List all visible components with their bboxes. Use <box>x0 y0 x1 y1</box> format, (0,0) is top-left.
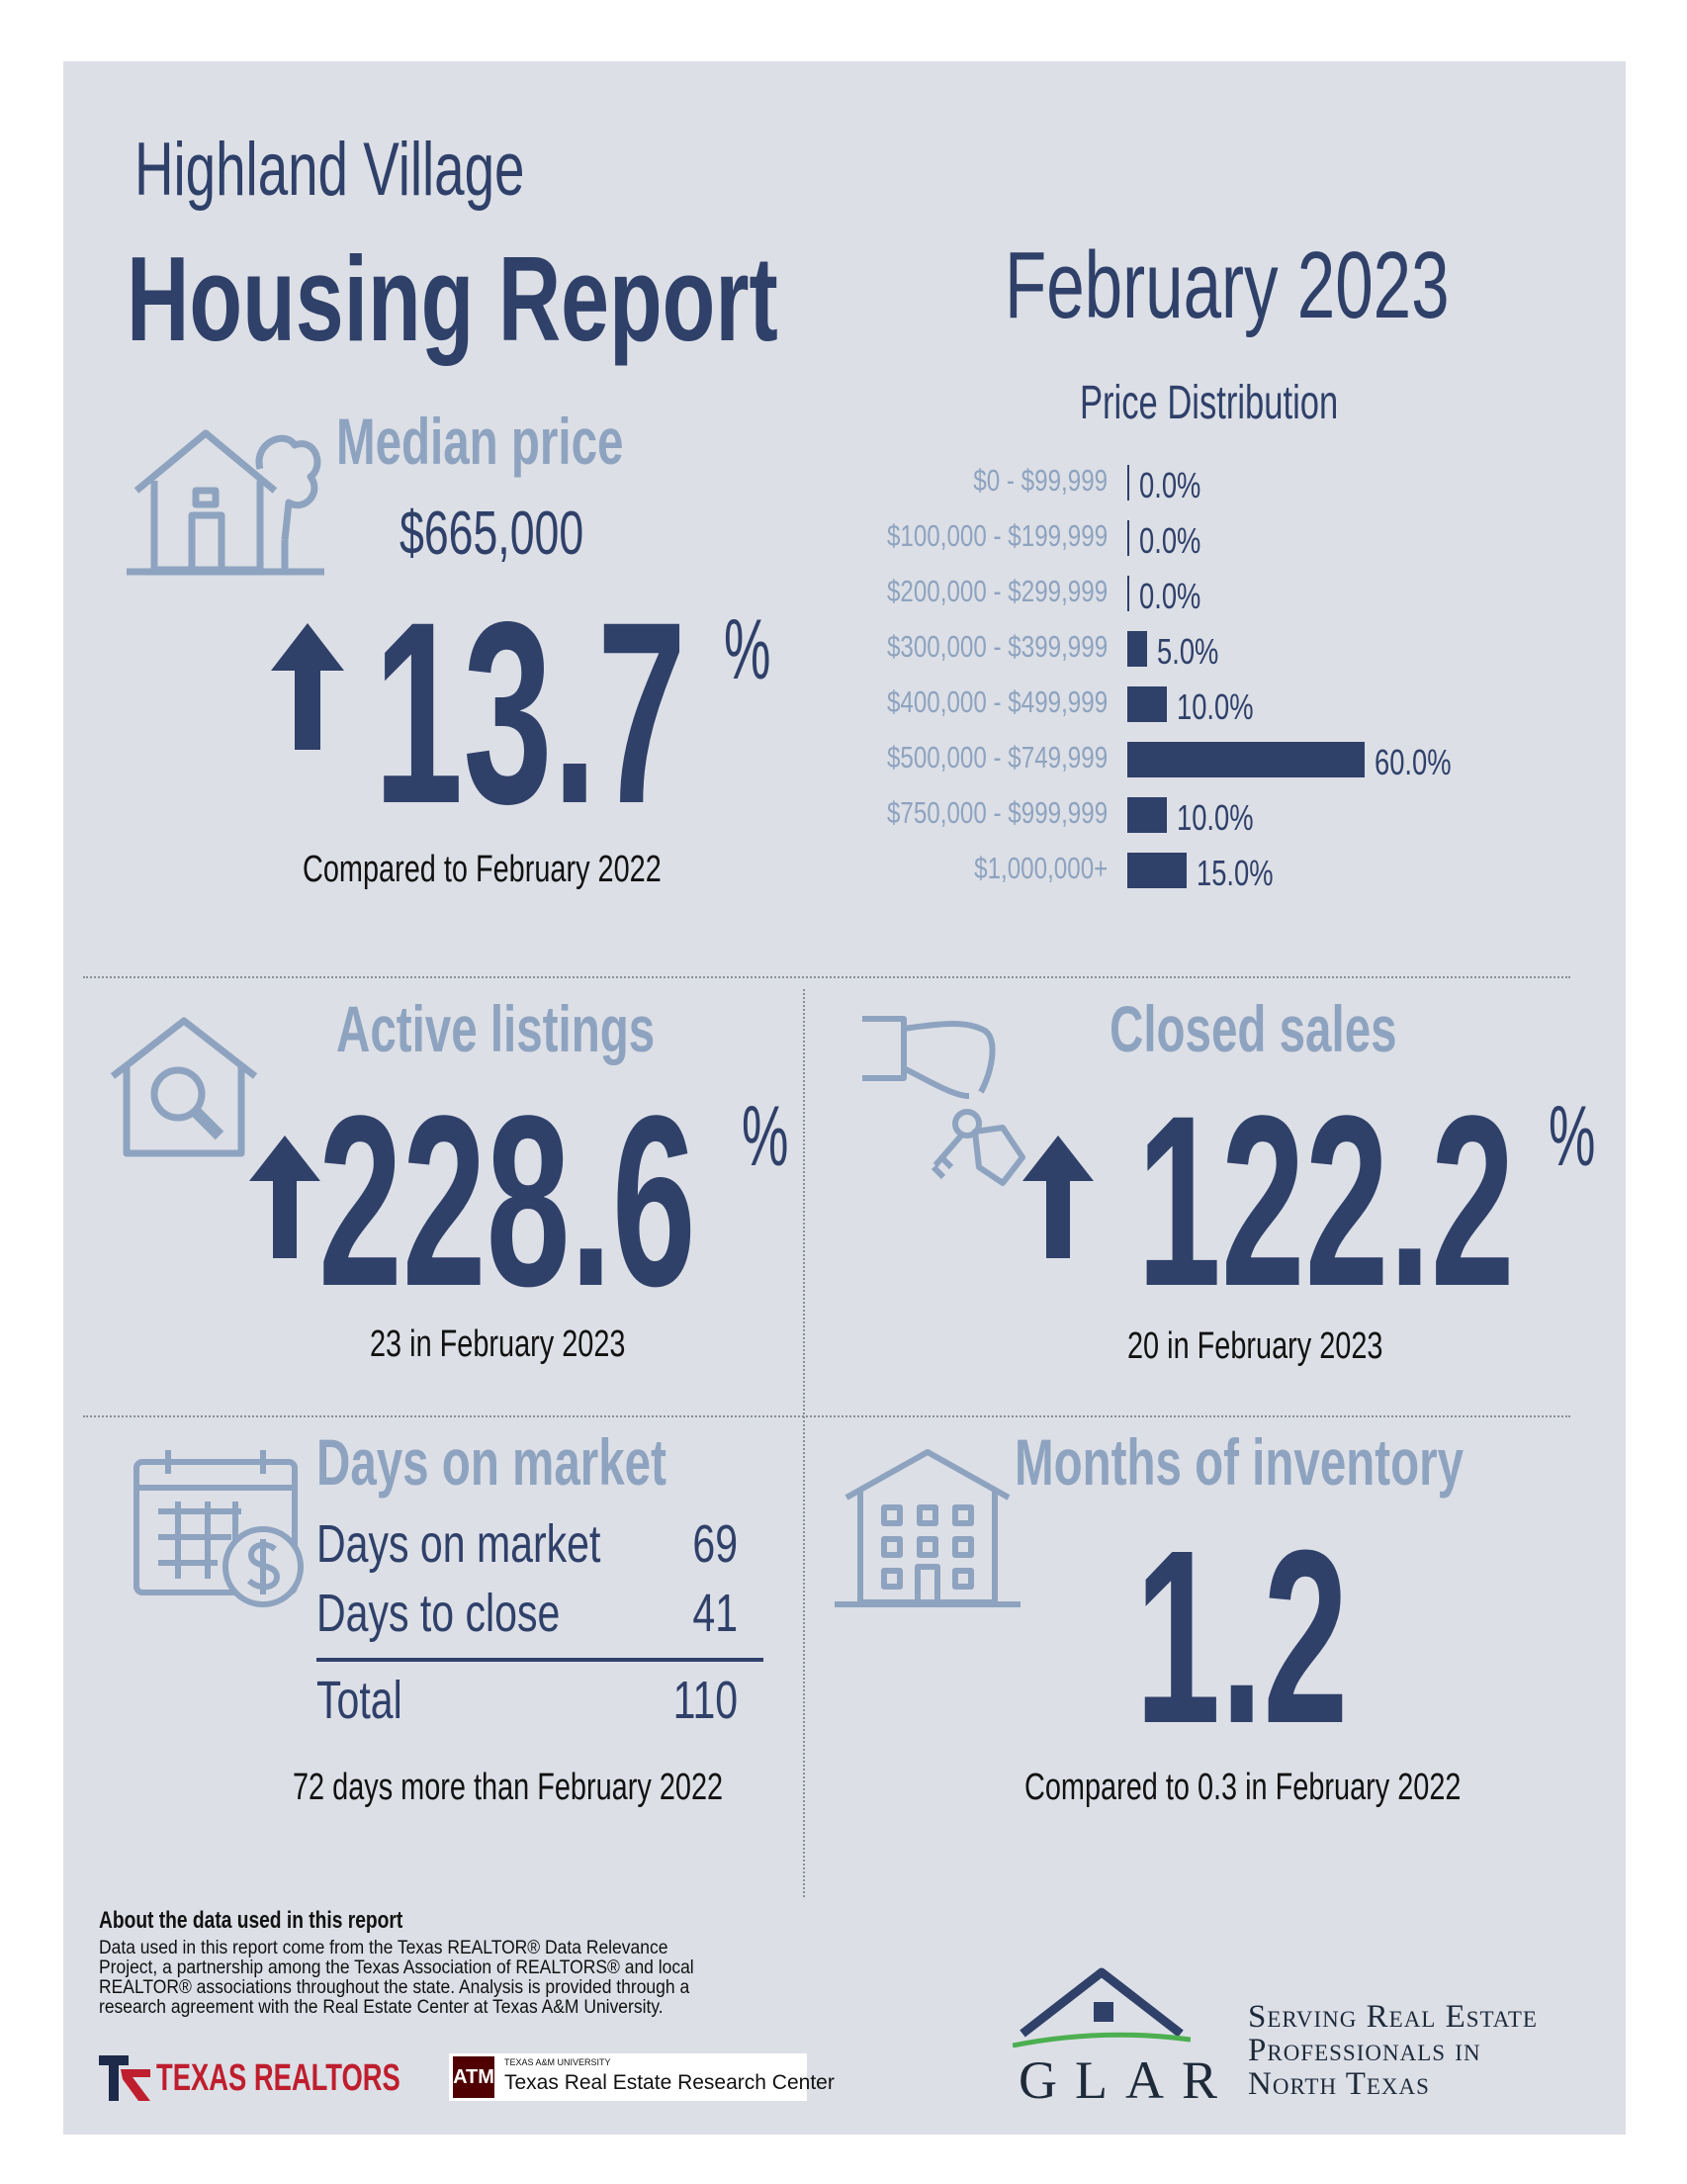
glar-tagline-line: Professionals in <box>1248 2033 1481 2068</box>
up-arrow-icon <box>249 1136 320 1258</box>
glar-logo-text: GLAR <box>1019 2050 1235 2110</box>
divider-vertical <box>803 989 805 1897</box>
tamu-mark-icon: ATM <box>453 2056 494 2098</box>
active-listings-heading: Active listings <box>336 992 656 1065</box>
price-bucket-label: $200,000 - $299,999 <box>886 574 1108 608</box>
glar-house-icon <box>1013 1967 1191 2048</box>
house-tree-icon <box>127 429 324 576</box>
closed-sales-detail: 20 in February 2023 <box>1127 1325 1383 1367</box>
days-on-market-heading: Days on market <box>316 1425 666 1499</box>
price-bucket-bar <box>1127 686 1167 722</box>
glar-tagline-line: North Texas <box>1248 2066 1430 2102</box>
price-bucket-label: $750,000 - $999,999 <box>886 795 1108 830</box>
price-bucket-label: $300,000 - $399,999 <box>886 629 1108 664</box>
total-rule <box>316 1658 763 1662</box>
price-bucket-value: 5.0% <box>1157 631 1219 672</box>
price-bucket-value: 0.0% <box>1139 520 1201 561</box>
median-price-value: $665,000 <box>400 500 584 568</box>
about-heading: About the data used in this report <box>99 1907 403 1934</box>
city-name: Highland Village <box>134 128 525 212</box>
price-bucket-bar <box>1127 465 1129 500</box>
report-title: Housing Report <box>127 231 778 366</box>
price-bucket-label: $100,000 - $199,999 <box>886 518 1108 553</box>
median-price-comparison: Compared to February 2022 <box>303 849 662 890</box>
price-distribution-title: Price Distribution <box>1080 377 1339 429</box>
months-inventory-value: 1.2 <box>1135 1499 1349 1774</box>
active-listings-change: 228.6 <box>318 1065 696 1337</box>
active-listings-pct: % <box>742 1089 789 1184</box>
about-text: Data used in this report come from the T… <box>99 1938 694 2018</box>
price-bucket-label: $1,000,000+ <box>973 851 1108 885</box>
price-bucket-value: 0.0% <box>1139 465 1201 505</box>
divider-middle <box>83 1415 1570 1417</box>
texas-realtors-logo: TEXAS REALTORS <box>99 2053 495 2103</box>
days-to-close-value: 41 <box>692 1584 738 1643</box>
price-bucket-label: $400,000 - $499,999 <box>886 684 1108 719</box>
building-icon <box>835 1449 1021 1607</box>
texas-realtors-mark-icon <box>99 2055 150 2101</box>
price-bucket-label: $0 - $99,999 <box>973 463 1108 498</box>
price-bucket-label: $500,000 - $749,999 <box>886 740 1108 774</box>
active-listings-detail: 23 in February 2023 <box>370 1323 626 1365</box>
price-bucket-bar <box>1127 631 1147 667</box>
dom-comparison: 72 days more than February 2022 <box>293 1767 724 1808</box>
dom-row-value: 69 <box>692 1514 738 1574</box>
tamu-center: Texas Real Estate Research Center <box>504 2071 835 2094</box>
median-price-change: 13.7 <box>374 568 687 858</box>
dom-row-label: Days on market <box>316 1514 601 1574</box>
days-to-close-label: Days to close <box>316 1584 561 1643</box>
price-bucket-bar <box>1127 853 1187 888</box>
price-bucket-bar <box>1127 797 1167 833</box>
median-price-heading: Median price <box>336 405 624 478</box>
house-search-icon <box>110 1017 258 1157</box>
price-bucket-value: 10.0% <box>1177 797 1254 838</box>
tamu-university: TEXAS A&M UNIVERSITY <box>504 2057 611 2067</box>
price-bucket-bar <box>1127 742 1365 777</box>
total-label: Total <box>316 1671 402 1730</box>
divider-top <box>83 976 1570 978</box>
months-inventory-comparison: Compared to 0.3 in February 2022 <box>1024 1767 1462 1808</box>
closed-sales-change: 122.2 <box>1137 1065 1515 1337</box>
closed-sales-pct: % <box>1549 1089 1596 1184</box>
median-price-pct: % <box>724 602 771 697</box>
price-bucket-bar <box>1127 520 1129 556</box>
report-panel <box>63 61 1626 2135</box>
glar-tagline: Serving Real Estate Professionals in Nor… <box>1248 2000 1538 2101</box>
texas-realtors-text: TEXAS REALTORS <box>156 2056 400 2099</box>
total-value: 110 <box>672 1671 738 1730</box>
months-inventory-heading: Months of inventory <box>1015 1425 1465 1499</box>
price-bucket-value: 15.0% <box>1197 853 1274 893</box>
report-period: February 2023 <box>1005 232 1450 338</box>
price-bucket-value: 0.0% <box>1139 576 1201 616</box>
up-arrow-icon <box>1022 1136 1094 1258</box>
price-bucket-bar <box>1127 576 1129 611</box>
hand-key-icon <box>862 1016 1025 1186</box>
up-arrow-icon <box>271 623 344 750</box>
tamu-logo: ATM TEXAS A&M UNIVERSITY Texas Real Esta… <box>449 2053 835 2101</box>
price-bucket-value: 10.0% <box>1177 686 1254 727</box>
calendar-dollar-icon <box>133 1450 304 1607</box>
price-bucket-value: 60.0% <box>1375 742 1452 782</box>
closed-sales-heading: Closed sales <box>1110 992 1397 1065</box>
glar-tagline-line: Serving Real Estate <box>1248 1999 1538 2035</box>
